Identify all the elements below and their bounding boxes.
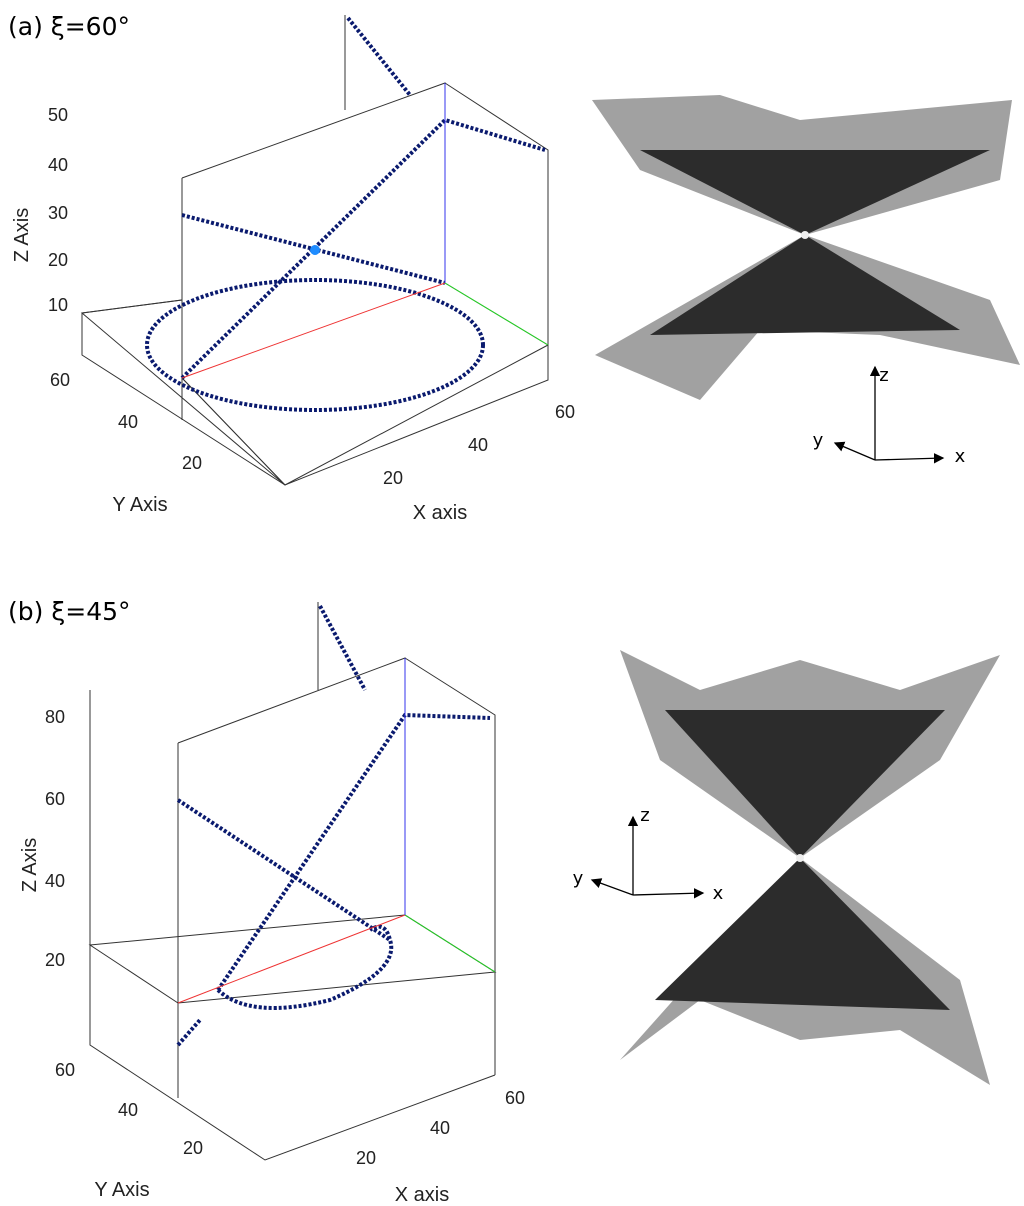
y-tick-label: 40 bbox=[118, 412, 138, 432]
y-axis-title: Y Axis bbox=[112, 494, 167, 516]
panel-label: (b) ξ=45° bbox=[8, 597, 131, 626]
panel-a-cone bbox=[592, 95, 1020, 464]
z-tick-label: 60 bbox=[45, 789, 65, 809]
z-tick-label: 20 bbox=[45, 950, 65, 970]
y-tick-label: 60 bbox=[50, 370, 70, 390]
x-axis-title: X axis bbox=[413, 502, 467, 524]
y-tick-label: 40 bbox=[118, 1100, 138, 1120]
orientation-label: z bbox=[640, 805, 649, 826]
panel-b-cone bbox=[590, 650, 1000, 1085]
orientation-label: z bbox=[879, 365, 888, 386]
orientation-label: y bbox=[813, 430, 824, 451]
x-tick-label: 20 bbox=[356, 1148, 376, 1168]
y-tick-label: 20 bbox=[182, 453, 202, 473]
z-tick-label: 20 bbox=[48, 250, 68, 270]
y-tick-label: 60 bbox=[55, 1060, 75, 1080]
panel-a-plot bbox=[80, 15, 549, 486]
z-tick-label: 40 bbox=[45, 871, 65, 891]
x-tick-label: 60 bbox=[555, 402, 575, 422]
x-axis-title: X axis bbox=[395, 1184, 449, 1206]
z-axis-title: Z Axis bbox=[11, 208, 33, 262]
z-tick-label: 30 bbox=[48, 203, 68, 223]
x-tick-label: 20 bbox=[383, 468, 403, 488]
z-tick-label: 10 bbox=[48, 295, 68, 315]
x-tick-label: 40 bbox=[430, 1118, 450, 1138]
orientation-label: x bbox=[955, 446, 966, 467]
x-tick-label: 60 bbox=[505, 1088, 525, 1108]
panel-label: (a) ξ=60° bbox=[8, 12, 130, 41]
y-axis-title: Y Axis bbox=[94, 1179, 149, 1201]
z-tick-label: 50 bbox=[48, 105, 68, 125]
z-axis-title: Z Axis bbox=[19, 838, 41, 892]
panel-b-plot bbox=[88, 602, 497, 1161]
orientation-label: x bbox=[713, 883, 724, 904]
z-tick-label: 40 bbox=[48, 155, 68, 175]
z-tick-label: 80 bbox=[45, 707, 65, 727]
x-tick-label: 40 bbox=[468, 435, 488, 455]
orientation-label: y bbox=[573, 868, 584, 889]
y-tick-label: 20 bbox=[183, 1138, 203, 1158]
